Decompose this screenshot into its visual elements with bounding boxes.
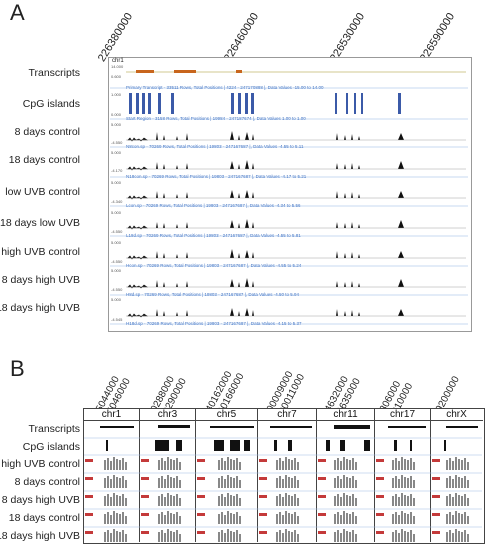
track-label-18-days-low-uvb: 18 days low UVB xyxy=(0,217,80,229)
track-scale-max: 5.000 xyxy=(111,297,122,302)
transcript-feature xyxy=(136,70,154,73)
track-label-18-days-control: 18 days control xyxy=(8,154,80,166)
track-label-transcripts: Transcripts xyxy=(28,67,80,79)
track-scale-min: -4.550 xyxy=(111,140,123,145)
track-scale-min: -4.550 xyxy=(111,229,123,234)
signal-track-18-days-control xyxy=(126,160,466,171)
signal-track-low-uvb-control xyxy=(126,190,466,200)
track-scale-min: -4.170 xyxy=(111,168,123,173)
chromosome-header: chr7 xyxy=(277,409,297,420)
panel-a-letter: A xyxy=(10,0,25,25)
cpg-island xyxy=(361,93,363,114)
b-row-label-transcripts: Transcripts xyxy=(28,423,80,435)
panel-a-browser-frame xyxy=(108,57,472,332)
signal-track-high-uvb-control xyxy=(126,249,466,260)
track-info-cpg: Start Region - 3158 Rows, Total Position… xyxy=(126,116,306,121)
b-row-label-18-days-high-uvb: 18 days high UVB xyxy=(0,530,80,542)
track-info-18-days-high-uvb: H18d.sp - 70269 Rows, Total Positions | … xyxy=(126,321,302,326)
transcript-feature xyxy=(174,70,196,73)
track-info-18-days-low-uvb: L18d.sp - 70269 Rows, Total Positions | … xyxy=(126,233,301,238)
cpg-island xyxy=(346,93,348,114)
chromosome-header: chr5 xyxy=(216,409,237,420)
track-scale-max: 1.000 xyxy=(111,92,122,97)
track-info-8-days-control: N8con.sp - 70269 Rows, Total Positions |… xyxy=(126,144,304,149)
track-scale-max: 5.000 xyxy=(111,150,122,155)
scale-markers xyxy=(85,459,440,534)
panel-a-tracks xyxy=(110,70,468,325)
panel-b-letter: B xyxy=(10,356,25,381)
cpg-island xyxy=(335,93,337,114)
signal-track-18-days-high-uvb xyxy=(126,308,466,318)
chromosome-header: chr11 xyxy=(333,409,358,420)
track-scale-min: -4.550 xyxy=(111,287,123,292)
signal-histograms xyxy=(104,457,469,542)
track-info-high-uvb-control: Hcon.sp - 70269 Rows, Total Positions | … xyxy=(126,263,302,268)
cpg-island xyxy=(354,93,356,114)
track-scale-max: 5.000 xyxy=(111,268,122,273)
track-info-18-days-control: N18con.sp - 70269 Rows, Total Positions … xyxy=(126,174,307,179)
track-scale-min: 0.600 xyxy=(111,74,122,79)
track-scale-max: 5.000 xyxy=(111,122,122,127)
track-label-high-uvb-control: high UVB control xyxy=(1,246,80,258)
track-label-8-days-high-uvb: 8 days high UVB xyxy=(1,274,80,286)
cpg-island xyxy=(158,93,161,114)
b-row-label-cpg-islands: CpG islands xyxy=(22,441,80,453)
track-scale-max: 5.000 xyxy=(111,240,122,245)
signal-track-18-days-low-uvb xyxy=(126,219,466,230)
track-scale-min: 0.000 xyxy=(111,112,122,117)
signal-track-8-days-high-uvb xyxy=(126,278,466,289)
track-scale-min: -4.550 xyxy=(111,259,123,264)
chromosome-header: chrX xyxy=(446,409,467,420)
chromosome-header: chr17 xyxy=(389,409,415,420)
cpg-island xyxy=(245,93,248,114)
track-scale-min: -4.340 xyxy=(111,199,123,204)
track-info-transcripts: Primary Transcript - 33511 Rows, Total P… xyxy=(126,85,324,90)
chromosome-header: chr1 xyxy=(101,409,122,420)
cpg-island xyxy=(148,93,151,114)
track-label-cpg-islands: CpG islands xyxy=(22,98,80,110)
track-label-8-days-control: 8 days control xyxy=(14,126,80,138)
track-label-low-uvb-control: low UVB control xyxy=(5,186,80,198)
cpg-island xyxy=(142,93,145,114)
track-scale-max: 5.000 xyxy=(111,180,122,185)
track-info-8-days-high-uvb: H8d.sp - 70269 Rows, Total Positions | 1… xyxy=(126,292,300,297)
signal-track-8-days-control xyxy=(126,131,466,142)
track-scale-max: 5.000 xyxy=(111,210,122,215)
b-row-label-high-uvb-control: high UVB control xyxy=(1,458,80,470)
panel-a-chromosome-tab: chr1 xyxy=(112,58,124,64)
transcript-feature xyxy=(236,70,242,73)
track-label-18-days-high-uvb: 18 days high UVB xyxy=(0,302,80,314)
cpg-island xyxy=(231,93,234,114)
cpg-island xyxy=(238,93,241,114)
transcript-band xyxy=(126,71,466,73)
cpg-island xyxy=(136,93,139,114)
cpg-island xyxy=(129,93,132,114)
track-info-low-uvb-control: Lcon.sp - 70269 Rows, Total Positions | … xyxy=(126,203,301,208)
b-row-label-8-days-control: 8 days control xyxy=(14,476,80,488)
track-scale-max: 14.000 xyxy=(111,64,124,69)
cpg-island xyxy=(251,93,254,114)
b-row-label-18-days-control: 18 days control xyxy=(8,512,80,524)
track-scale-min: -4.545 xyxy=(111,317,123,322)
b-row-label-8-days-high-uvb: 8 days high UVB xyxy=(1,494,80,506)
cpg-island xyxy=(171,93,174,114)
cpg-island xyxy=(398,93,401,114)
chromosome-header: chr3 xyxy=(157,409,178,420)
